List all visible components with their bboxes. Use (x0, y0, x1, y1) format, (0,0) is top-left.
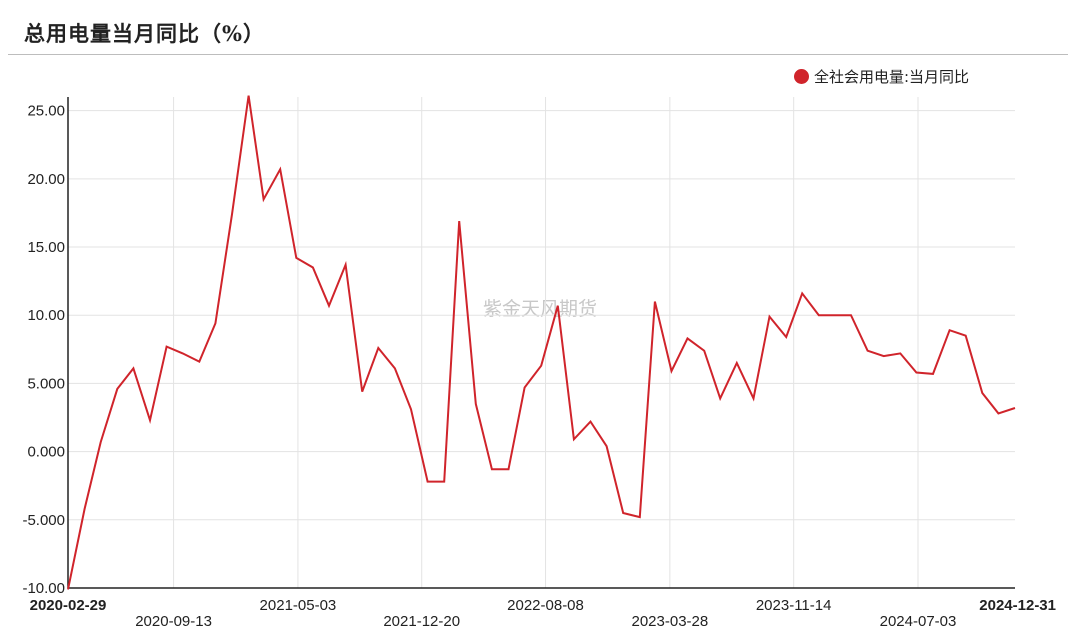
x-gridlines (173, 97, 919, 588)
x-tick-label: 2024-07-03 (880, 613, 957, 630)
x-tick-label: 2022-08-08 (507, 597, 584, 614)
x-tick-label: 2021-12-20 (383, 613, 460, 630)
y-tick-label: 15.00 (27, 239, 65, 256)
y-tick-label: 25.00 (27, 103, 65, 120)
legend[interactable]: 全社会用电量:当月同比 (794, 66, 969, 87)
y-tick-label: 0.000 (27, 444, 65, 461)
y-tick-label: 20.00 (27, 171, 65, 188)
chart-title: 总用电量当月同比（%） (24, 21, 265, 46)
series-group (67, 95, 1016, 590)
x-tick-label: 2020-02-29 (30, 597, 107, 614)
x-tick-label: 2023-03-28 (631, 613, 708, 630)
y-gridlines (68, 110, 1015, 521)
y-tick-label: -5.000 (22, 512, 65, 529)
title-divider (8, 54, 1068, 55)
series-line[interactable] (67, 95, 1016, 590)
x-tick-label: 2024-12-31 (979, 597, 1056, 614)
x-tick-label: 2020-09-13 (135, 613, 212, 630)
watermark: 紫金天风期货 (483, 298, 597, 320)
x-tick-label: 2021-05-03 (260, 597, 337, 614)
y-tick-label: -10.00 (22, 580, 65, 597)
x-tick-labels: 2020-02-29 2020-09-13 2021-05-03 2021-12-20… (30, 597, 1056, 630)
y-tick-label: 10.00 (27, 307, 65, 324)
legend-label: 全社会用电量:当月同比 (814, 68, 970, 86)
y-tick-label: 5.000 (27, 375, 65, 392)
legend-marker (794, 69, 809, 84)
x-tick-label: 2023-11-14 (756, 597, 832, 614)
y-tick-labels: 25.00 20.00 15.00 10.00 5.000 0.000 -5.000 -10.… (22, 103, 65, 597)
